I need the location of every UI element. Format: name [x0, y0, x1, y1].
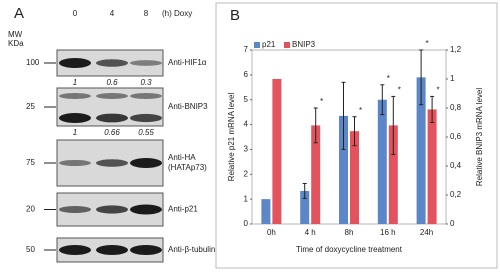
mw-marker: 20 — [26, 205, 35, 214]
band — [59, 113, 91, 123]
band — [59, 206, 91, 213]
quantification: 1 — [73, 128, 77, 137]
band — [130, 245, 162, 255]
quantification: 0.66 — [104, 128, 120, 137]
y-tick-label: 3 — [244, 145, 249, 154]
panel-label: B — [230, 7, 240, 24]
significance: * — [387, 74, 390, 83]
y-tick-label: 7 — [244, 45, 249, 54]
y-axis-label: Relative p21 mRNA level — [227, 93, 236, 182]
timepoint: 4 — [110, 9, 115, 18]
significance: * — [320, 97, 323, 106]
y-tick-label: 1 — [244, 194, 249, 203]
timepoint: 0 — [73, 9, 78, 18]
x-tick-label: 24h — [420, 228, 433, 237]
bar — [261, 199, 271, 224]
quantification: 0.3 — [140, 78, 152, 87]
x-tick-label: 0h — [267, 228, 276, 237]
legend-label: BNIP3 — [292, 40, 316, 49]
y2-tick-label: 0,4 — [450, 161, 462, 170]
bar — [388, 125, 398, 224]
band — [130, 204, 162, 215]
y-tick-label: 4 — [244, 120, 249, 129]
quantification: 0.6 — [106, 78, 118, 87]
y-tick-label: 6 — [244, 70, 249, 79]
quantification: 0.55 — [138, 128, 154, 137]
legend-swatch — [284, 42, 290, 48]
significance: * — [359, 106, 362, 115]
bar — [416, 77, 426, 224]
x-axis-label: Time of doxycycline treatment — [296, 245, 403, 254]
bar — [339, 115, 348, 224]
x-tick-label: 8h — [345, 228, 354, 237]
y2-axis-label: Relative BNIP3 mRNA level — [475, 88, 484, 186]
band — [96, 159, 128, 167]
antibody-label: Anti-BNIP3 — [168, 102, 208, 111]
panel-label: A — [14, 5, 24, 22]
quantification: 1 — [73, 78, 77, 87]
legend-label: p21 — [262, 40, 276, 49]
mw-marker: 25 — [26, 102, 35, 111]
bar — [272, 79, 282, 224]
y2-tick-label: 1,2 — [450, 45, 462, 54]
y2-tick-label: 0,2 — [450, 190, 462, 199]
band — [130, 113, 162, 123]
bar — [311, 125, 321, 224]
x-tick-label: 4 h — [305, 228, 316, 237]
band — [59, 93, 91, 99]
bar — [300, 190, 310, 224]
y2-tick-label: 1 — [450, 74, 455, 83]
significance: * — [398, 86, 401, 95]
band — [59, 245, 91, 255]
bar — [427, 109, 437, 224]
mw-marker: 50 — [26, 245, 35, 254]
band — [96, 245, 128, 255]
bar — [350, 131, 359, 224]
legend-swatch — [254, 42, 260, 48]
y-tick-label: 0 — [244, 219, 249, 228]
y2-tick-label: 0,8 — [450, 103, 462, 112]
mw-marker: 100 — [26, 58, 40, 67]
timepoint: 8 — [144, 9, 149, 18]
y-tick-label: 2 — [244, 169, 249, 178]
antibody-label: Anti-HA — [168, 153, 196, 162]
significance: * — [426, 39, 429, 48]
antibody-label: Anti-HIF1α — [168, 58, 207, 67]
band — [96, 59, 128, 67]
y2-tick-label: 0,6 — [450, 132, 462, 141]
mw-marker: 75 — [26, 158, 35, 167]
band — [59, 159, 91, 167]
y2-tick-label: 0 — [450, 219, 455, 228]
antibody-label: (HATAp73) — [168, 163, 207, 172]
time-unit: (h) Doxy — [162, 9, 192, 18]
band — [59, 58, 91, 68]
antibody-label: Anti-p21 — [168, 205, 198, 214]
band — [96, 205, 128, 214]
band — [96, 93, 128, 99]
bar — [377, 99, 387, 224]
band — [130, 158, 162, 168]
band — [130, 60, 162, 66]
antibody-label: Anti-β-tubulin — [168, 245, 215, 254]
chart-frame — [215, 2, 498, 269]
band — [130, 93, 162, 99]
mw-label: KDa — [8, 39, 24, 48]
band — [96, 113, 128, 123]
mw-label: MW — [8, 30, 23, 39]
y-tick-label: 5 — [244, 95, 249, 104]
x-tick-label: 16 h — [380, 228, 396, 237]
significance: * — [437, 86, 440, 95]
